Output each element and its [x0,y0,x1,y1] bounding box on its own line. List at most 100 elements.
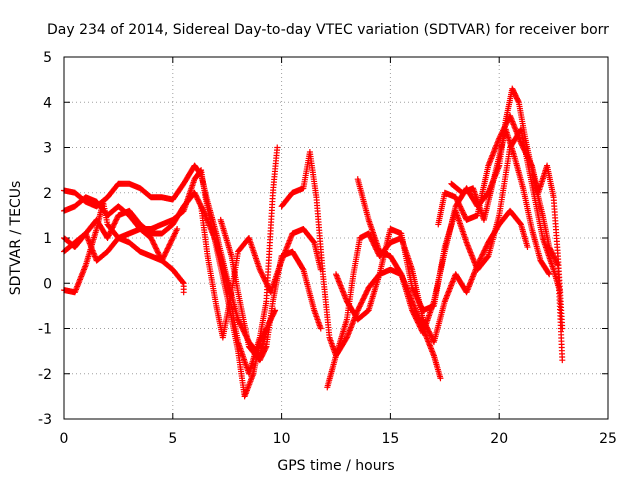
data-point [412,291,419,298]
data-point [114,215,121,222]
data-point [545,270,552,277]
data-point [457,204,464,211]
data-point [168,237,175,244]
y-tick-label: -1 [38,322,52,338]
data-point [503,120,510,127]
data-point [524,153,531,160]
x-tick-labels: 0 5 10 15 20 25 [60,431,617,447]
data-point [361,294,368,301]
data-point [356,304,363,311]
data-point [191,189,198,196]
data-point [413,292,419,299]
data-point [409,286,416,293]
data-point [518,141,525,148]
y-tick-label: 3 [43,141,52,157]
data-point [420,316,427,323]
data-point [526,158,533,165]
data-point [481,247,488,254]
data-point [416,322,423,329]
data-point [477,256,483,263]
data-point [519,142,526,149]
data-point [167,240,174,247]
data-point [151,241,158,248]
data-point [161,252,168,259]
series-track-7 [217,216,324,364]
data-point [458,206,465,213]
data-point [416,300,423,307]
x-axis-label: GPS time / hours [277,458,394,474]
data-point [113,216,120,223]
data-point [524,244,531,251]
data-point [356,303,363,310]
data-point [413,315,419,322]
data-point [546,271,553,278]
data-point [192,192,199,199]
data-point [163,248,170,255]
data-point [166,241,173,248]
data-point [456,202,463,209]
data-point [156,252,163,259]
data-point [104,235,111,241]
data-point [409,284,416,291]
x-tick-label: 15 [381,431,399,447]
x-tick-label: 25 [599,431,617,447]
y-tick-label: 1 [43,231,52,247]
data-point [310,238,317,245]
data-point [162,249,169,256]
data-point [150,240,157,247]
data-point [413,316,420,323]
data-point [523,150,530,157]
data-point [412,314,419,321]
series-track-5 [61,198,181,296]
data-point [259,271,266,278]
data-point [366,231,373,238]
data-point [154,248,161,255]
data-point [164,246,171,253]
data-point [520,145,527,152]
data-point [257,268,264,275]
x-tick-label: 0 [60,431,69,447]
y-tick-labels: -3 -2 -1 0 1 2 3 4 5 [38,50,52,428]
data-point [194,196,201,203]
data-point [364,287,371,294]
data-point [317,325,324,332]
data-point [410,310,417,317]
data-point [411,290,418,297]
data-point [148,235,155,241]
data-point [453,196,460,203]
data-point [180,289,187,296]
data-point [106,231,113,238]
data-point [153,245,160,252]
data-point [526,157,533,164]
y-tick-label: -2 [38,367,52,383]
data-point [503,119,510,126]
data-point [194,195,201,202]
data-point [461,212,468,219]
data-point [363,290,370,297]
x-tick-label: 5 [168,431,177,447]
data-point [165,244,172,251]
data-point [362,291,369,298]
x-tick-label: 10 [273,431,291,447]
data-point [258,269,265,276]
data-point [365,230,372,237]
data-point [151,242,158,249]
data-point [260,274,267,281]
data-point [355,306,362,313]
data-point [149,237,156,244]
data-point [263,279,270,286]
data-point [459,207,466,214]
y-tick-label: 2 [43,186,52,202]
y-tick-label: 0 [43,276,52,292]
data-point [361,292,368,299]
x-tick-label: 20 [490,431,508,447]
data-point [480,248,487,255]
y-tick-label: 5 [43,50,52,66]
data-point [159,256,166,263]
data-point [484,254,491,261]
data-point [149,238,156,245]
data-point [414,319,421,326]
data-point [263,281,270,288]
data-point [193,193,200,200]
